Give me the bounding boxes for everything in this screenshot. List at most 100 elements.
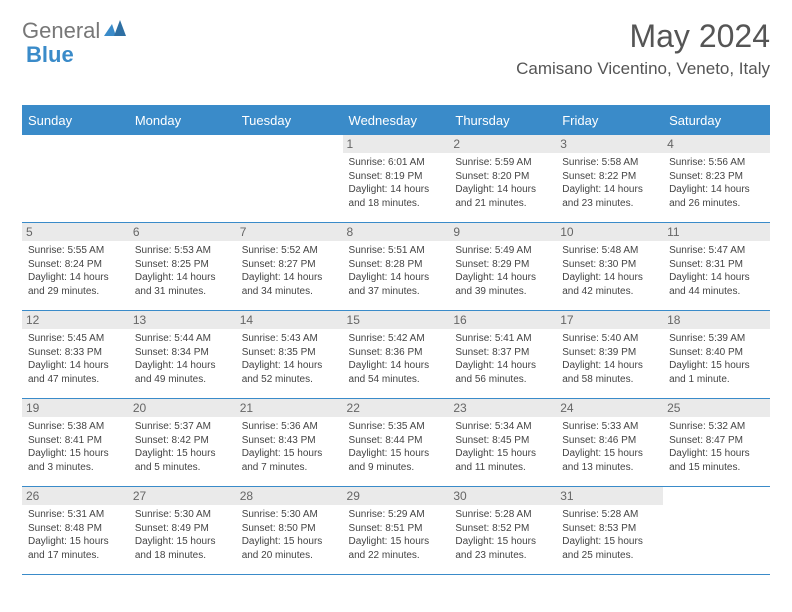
calendar-day-cell: 2 Sunrise: 5:59 AMSunset: 8:20 PMDaylight… xyxy=(449,135,556,223)
calendar-week-row: 26Sunrise: 5:31 AMSunset: 8:48 PMDayligh… xyxy=(22,487,770,575)
calendar-table: SundayMondayTuesdayWednesdayThursdayFrid… xyxy=(22,105,770,575)
day-number: 15 xyxy=(343,311,450,329)
calendar-day-cell: 5 Sunrise: 5:55 AMSunset: 8:24 PMDaylight… xyxy=(22,223,129,311)
day-details: Sunrise: 5:58 AMSunset: 8:22 PMDaylight:… xyxy=(562,156,657,210)
calendar-day-cell: 31Sunrise: 5:28 AMSunset: 8:53 PMDayligh… xyxy=(556,487,663,575)
day-number: 7 xyxy=(236,223,343,241)
logo-text-1: General xyxy=(22,18,100,44)
day-details: Sunrise: 5:43 AMSunset: 8:35 PMDaylight:… xyxy=(242,332,337,386)
day-details: Sunrise: 5:33 AMSunset: 8:46 PMDaylight:… xyxy=(562,420,657,474)
day-details: Sunrise: 5:34 AMSunset: 8:45 PMDaylight:… xyxy=(455,420,550,474)
day-details: Sunrise: 5:53 AMSunset: 8:25 PMDaylight:… xyxy=(135,244,230,298)
calendar-day-cell: 4 Sunrise: 5:56 AMSunset: 8:23 PMDaylight… xyxy=(663,135,770,223)
day-details: Sunrise: 5:52 AMSunset: 8:27 PMDaylight:… xyxy=(242,244,337,298)
day-number: 5 xyxy=(22,223,129,241)
calendar-day-cell: 26Sunrise: 5:31 AMSunset: 8:48 PMDayligh… xyxy=(22,487,129,575)
day-details: Sunrise: 5:56 AMSunset: 8:23 PMDaylight:… xyxy=(669,156,764,210)
calendar-day-cell: 30 Sunrise: 5:28 AMSunset: 8:52 PMDayligh… xyxy=(449,487,556,575)
day-details: Sunrise: 5:29 AMSunset: 8:51 PMDaylight:… xyxy=(349,508,444,562)
calendar-day-cell: 6 Sunrise: 5:53 AMSunset: 8:25 PMDaylight… xyxy=(129,223,236,311)
day-number: 20 xyxy=(129,399,236,417)
calendar-day-cell: 12Sunrise: 5:45 AMSunset: 8:33 PMDayligh… xyxy=(22,311,129,399)
day-number: 3 xyxy=(556,135,663,153)
weekday-header: Saturday xyxy=(663,106,770,135)
weekday-header: Thursday xyxy=(449,106,556,135)
day-details: Sunrise: 5:51 AMSunset: 8:28 PMDaylight:… xyxy=(349,244,444,298)
calendar-day-cell: 17Sunrise: 5:40 AMSunset: 8:39 PMDayligh… xyxy=(556,311,663,399)
calendar-day-cell: 9 Sunrise: 5:49 AMSunset: 8:29 PMDaylight… xyxy=(449,223,556,311)
calendar-day-cell xyxy=(236,135,343,223)
day-details: Sunrise: 5:37 AMSunset: 8:42 PMDaylight:… xyxy=(135,420,230,474)
calendar-week-row: 1Sunrise: 6:01 AMSunset: 8:19 PMDaylight… xyxy=(22,135,770,223)
calendar-day-cell: 27Sunrise: 5:30 AMSunset: 8:49 PMDayligh… xyxy=(129,487,236,575)
day-number: 29 xyxy=(343,487,450,505)
calendar-day-cell: 21 Sunrise: 5:36 AMSunset: 8:43 PMDayligh… xyxy=(236,399,343,487)
day-number: 9 xyxy=(449,223,556,241)
month-title: May 2024 xyxy=(516,18,770,55)
calendar-day-cell: 29 Sunrise: 5:29 AMSunset: 8:51 PMDayligh… xyxy=(343,487,450,575)
day-number: 16 xyxy=(449,311,556,329)
day-details: Sunrise: 5:47 AMSunset: 8:31 PMDaylight:… xyxy=(669,244,764,298)
day-number: 2 xyxy=(449,135,556,153)
weekday-header: Tuesday xyxy=(236,106,343,135)
calendar-day-cell: 25Sunrise: 5:32 AMSunset: 8:47 PMDayligh… xyxy=(663,399,770,487)
logo: General xyxy=(22,18,128,44)
day-details: Sunrise: 5:38 AMSunset: 8:41 PMDaylight:… xyxy=(28,420,123,474)
calendar-day-cell: 19 Sunrise: 5:38 AMSunset: 8:41 PMDayligh… xyxy=(22,399,129,487)
calendar-day-cell: 1Sunrise: 6:01 AMSunset: 8:19 PMDaylight… xyxy=(343,135,450,223)
calendar-day-cell: 13 Sunrise: 5:44 AMSunset: 8:34 PMDayligh… xyxy=(129,311,236,399)
day-number: 1 xyxy=(343,135,450,153)
day-number: 18 xyxy=(663,311,770,329)
calendar-header: General May 2024 Camisano Vicentino, Ven… xyxy=(22,18,770,79)
day-number: 12 xyxy=(22,311,129,329)
day-details: Sunrise: 5:59 AMSunset: 8:20 PMDaylight:… xyxy=(455,156,550,210)
day-number: 24 xyxy=(556,399,663,417)
day-details: Sunrise: 5:31 AMSunset: 8:48 PMDaylight:… xyxy=(28,508,123,562)
calendar-day-cell: 18Sunrise: 5:39 AMSunset: 8:40 PMDayligh… xyxy=(663,311,770,399)
calendar-day-cell: 24 Sunrise: 5:33 AMSunset: 8:46 PMDayligh… xyxy=(556,399,663,487)
day-number: 13 xyxy=(129,311,236,329)
day-details: Sunrise: 5:36 AMSunset: 8:43 PMDaylight:… xyxy=(242,420,337,474)
day-details: Sunrise: 5:55 AMSunset: 8:24 PMDaylight:… xyxy=(28,244,123,298)
logo-icon xyxy=(104,18,126,44)
weekday-header: Monday xyxy=(129,106,236,135)
day-details: Sunrise: 5:28 AMSunset: 8:52 PMDaylight:… xyxy=(455,508,550,562)
day-number: 28 xyxy=(236,487,343,505)
calendar-day-cell: 7 Sunrise: 5:52 AMSunset: 8:27 PMDaylight… xyxy=(236,223,343,311)
day-details: Sunrise: 5:41 AMSunset: 8:37 PMDaylight:… xyxy=(455,332,550,386)
title-block: May 2024 Camisano Vicentino, Veneto, Ita… xyxy=(516,18,770,79)
calendar-day-cell: 16 Sunrise: 5:41 AMSunset: 8:37 PMDayligh… xyxy=(449,311,556,399)
day-number: 27 xyxy=(129,487,236,505)
calendar-day-cell: 8 Sunrise: 5:51 AMSunset: 8:28 PMDaylight… xyxy=(343,223,450,311)
calendar-day-cell: 23Sunrise: 5:34 AMSunset: 8:45 PMDayligh… xyxy=(449,399,556,487)
calendar-day-cell: 20 Sunrise: 5:37 AMSunset: 8:42 PMDayligh… xyxy=(129,399,236,487)
weekday-header: Friday xyxy=(556,106,663,135)
day-number: 19 xyxy=(22,399,129,417)
day-number: 6 xyxy=(129,223,236,241)
day-number: 8 xyxy=(343,223,450,241)
day-number: 21 xyxy=(236,399,343,417)
day-details: Sunrise: 5:30 AMSunset: 8:50 PMDaylight:… xyxy=(242,508,337,562)
calendar-day-cell: 10Sunrise: 5:48 AMSunset: 8:30 PMDayligh… xyxy=(556,223,663,311)
location-text: Camisano Vicentino, Veneto, Italy xyxy=(516,59,770,79)
day-details: Sunrise: 5:35 AMSunset: 8:44 PMDaylight:… xyxy=(349,420,444,474)
day-number: 25 xyxy=(663,399,770,417)
day-details: Sunrise: 5:49 AMSunset: 8:29 PMDaylight:… xyxy=(455,244,550,298)
calendar-day-cell xyxy=(129,135,236,223)
calendar-week-row: 12Sunrise: 5:45 AMSunset: 8:33 PMDayligh… xyxy=(22,311,770,399)
day-number: 31 xyxy=(556,487,663,505)
calendar-body: 1Sunrise: 6:01 AMSunset: 8:19 PMDaylight… xyxy=(22,135,770,575)
weekday-header: Sunday xyxy=(22,106,129,135)
calendar-day-cell xyxy=(663,487,770,575)
calendar-day-cell: 28 Sunrise: 5:30 AMSunset: 8:50 PMDayligh… xyxy=(236,487,343,575)
day-details: Sunrise: 5:48 AMSunset: 8:30 PMDaylight:… xyxy=(562,244,657,298)
day-number: 4 xyxy=(663,135,770,153)
logo-text-2: Blue xyxy=(26,42,74,68)
calendar-day-cell xyxy=(22,135,129,223)
calendar-day-cell: 15Sunrise: 5:42 AMSunset: 8:36 PMDayligh… xyxy=(343,311,450,399)
day-number: 30 xyxy=(449,487,556,505)
day-details: Sunrise: 5:44 AMSunset: 8:34 PMDaylight:… xyxy=(135,332,230,386)
weekday-header: Wednesday xyxy=(343,106,450,135)
day-number: 17 xyxy=(556,311,663,329)
day-number: 14 xyxy=(236,311,343,329)
